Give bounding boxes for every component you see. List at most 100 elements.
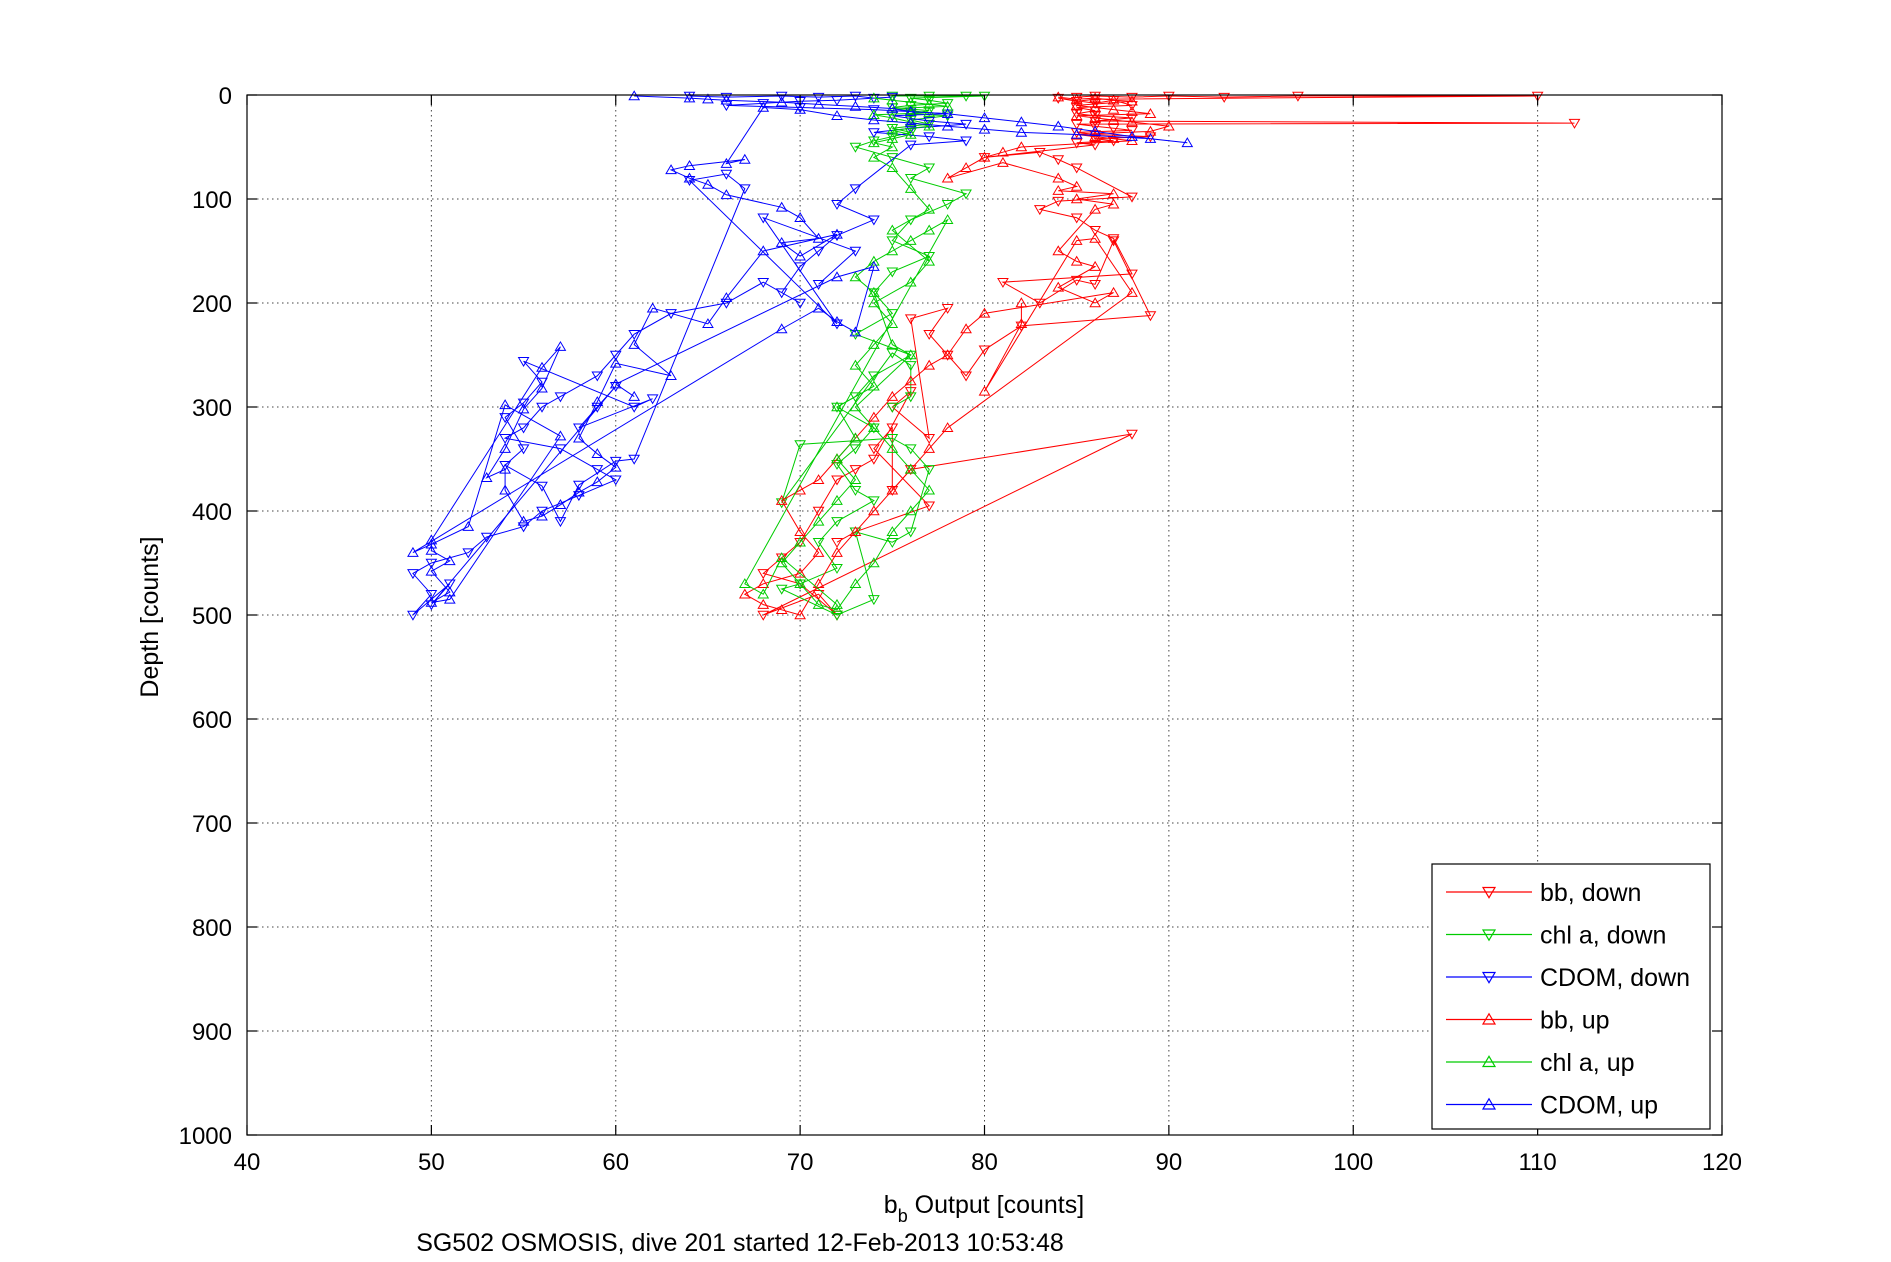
data-point: [904, 104, 917, 115]
data-point: [978, 153, 991, 164]
data-point: [1144, 311, 1157, 322]
data-point: [757, 101, 770, 112]
data-point: [794, 567, 806, 578]
data-point: [462, 548, 475, 559]
data-point: [554, 430, 567, 441]
data-point: [923, 484, 936, 495]
data-point: [868, 109, 880, 120]
data-point: [1070, 255, 1083, 266]
data-point: [831, 319, 843, 330]
data-point: [941, 214, 954, 225]
data-point: [886, 124, 899, 135]
data-point: [923, 433, 936, 444]
data-point: [1126, 429, 1138, 440]
data-point: [499, 399, 511, 410]
data-point: [1107, 114, 1120, 125]
data-point: [978, 123, 991, 134]
data-point: [923, 203, 936, 214]
data-point: [886, 484, 899, 495]
data-point: [775, 604, 788, 615]
data-point: [849, 526, 862, 537]
data-point: [978, 385, 991, 396]
data-point: [831, 475, 843, 486]
data-point: [904, 392, 917, 403]
data-point: [646, 394, 659, 405]
legend-marker: [1481, 971, 1497, 984]
data-point: [1070, 213, 1083, 224]
data-point: [554, 340, 567, 351]
data-point: [757, 213, 770, 224]
data-point: [978, 307, 991, 318]
data-point: [1033, 147, 1046, 158]
data-point: [1033, 205, 1046, 216]
y-tick-label: 700: [192, 811, 232, 838]
data-point: [1089, 101, 1102, 112]
data-point: [904, 234, 917, 245]
data-point: [831, 95, 843, 106]
legend-marker: [1481, 929, 1497, 942]
data-point: [480, 471, 493, 482]
data-point: [683, 91, 696, 102]
data-point: [868, 411, 880, 422]
data-point: [904, 505, 917, 516]
data-point: [794, 298, 806, 309]
data-point: [868, 422, 880, 433]
data-point: [1107, 188, 1120, 199]
data-point: [536, 481, 548, 492]
data-point: [886, 433, 899, 444]
data-point: [868, 92, 880, 103]
series-line: [743, 96, 1170, 616]
data-point: [757, 277, 770, 288]
data-point: [1531, 91, 1544, 102]
data-point: [536, 361, 548, 372]
data-point: [738, 184, 751, 195]
data-point: [1126, 269, 1138, 280]
data-point: [904, 128, 917, 139]
data-point: [443, 586, 456, 597]
data-point: [831, 459, 843, 470]
data-point: [794, 579, 806, 590]
data-point: [517, 444, 530, 455]
data-point: [886, 390, 899, 401]
y-tick-label: 100: [192, 187, 232, 214]
data-point: [407, 546, 419, 557]
data-point: [831, 537, 843, 548]
data-point: [775, 498, 788, 509]
data-point: [480, 532, 493, 543]
data-point: [831, 453, 843, 464]
data-point: [794, 578, 806, 589]
data-point: [738, 588, 751, 599]
data-point: [1144, 125, 1157, 136]
data-point: [720, 292, 733, 303]
data-point: [812, 598, 825, 609]
data-point: [868, 105, 880, 116]
data-point: [941, 99, 954, 110]
data-point: [923, 132, 936, 143]
series-5: [407, 90, 1194, 607]
data-point: [1015, 126, 1028, 137]
data-point: [738, 578, 751, 589]
data-point: [775, 201, 788, 212]
data-point: [720, 169, 733, 180]
data-point: [720, 298, 733, 309]
data-point: [1126, 116, 1138, 127]
legend: bb, down chl a, down CDOM, down bb, up chl a…: [1431, 863, 1711, 1130]
data-point: [536, 506, 548, 517]
legend-marker: [1481, 1055, 1497, 1068]
legend-label: bb, up: [1540, 1007, 1610, 1035]
data-point: [868, 496, 880, 507]
y-tick-label: 300: [192, 395, 232, 422]
data-point: [849, 271, 862, 282]
data-point: [960, 91, 972, 102]
data-point: [554, 392, 567, 403]
data-point: [868, 255, 880, 266]
data-point: [794, 526, 806, 537]
data-point: [702, 93, 714, 104]
data-point: [868, 260, 880, 271]
data-point: [573, 486, 585, 497]
x-axis-label-subscript: b: [898, 1206, 908, 1226]
data-point: [868, 595, 880, 606]
data-point: [794, 537, 806, 548]
data-point: [443, 579, 456, 590]
data-point: [591, 448, 604, 459]
